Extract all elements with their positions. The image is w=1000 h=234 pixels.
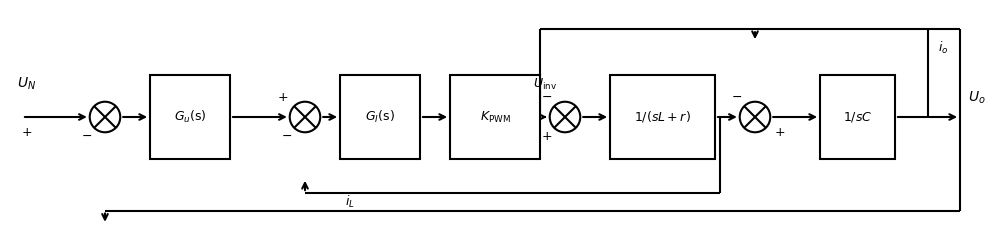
Bar (340, 75, 420, 159)
Text: $i_o$: $i_o$ (938, 40, 948, 56)
Text: $1/sC$: $1/sC$ (843, 110, 872, 124)
Text: $U_{\rm inv}$: $U_{\rm inv}$ (533, 77, 557, 92)
Text: $U_N$: $U_N$ (17, 76, 36, 92)
Bar (610, 75, 715, 159)
Text: −: − (82, 130, 92, 143)
Text: $1/(sL+r)$: $1/(sL+r)$ (634, 110, 691, 124)
Text: −: − (732, 91, 742, 104)
Bar (450, 75, 540, 159)
Text: $G_u(\mathrm{s})$: $G_u(\mathrm{s})$ (174, 109, 206, 125)
Text: +: + (775, 126, 785, 139)
Bar (150, 75, 230, 159)
Text: $K_{\mathrm{PWM}}$: $K_{\mathrm{PWM}}$ (480, 110, 510, 124)
Text: +: + (22, 126, 32, 139)
Text: $i_L$: $i_L$ (345, 194, 355, 210)
Text: −: − (282, 130, 292, 143)
Text: $G_I(\mathrm{s})$: $G_I(\mathrm{s})$ (365, 109, 395, 125)
Text: +: + (542, 130, 552, 143)
Text: $U_o$: $U_o$ (968, 90, 986, 106)
Text: +: + (278, 91, 288, 104)
Bar (820, 75, 895, 159)
Text: −: − (542, 91, 552, 104)
